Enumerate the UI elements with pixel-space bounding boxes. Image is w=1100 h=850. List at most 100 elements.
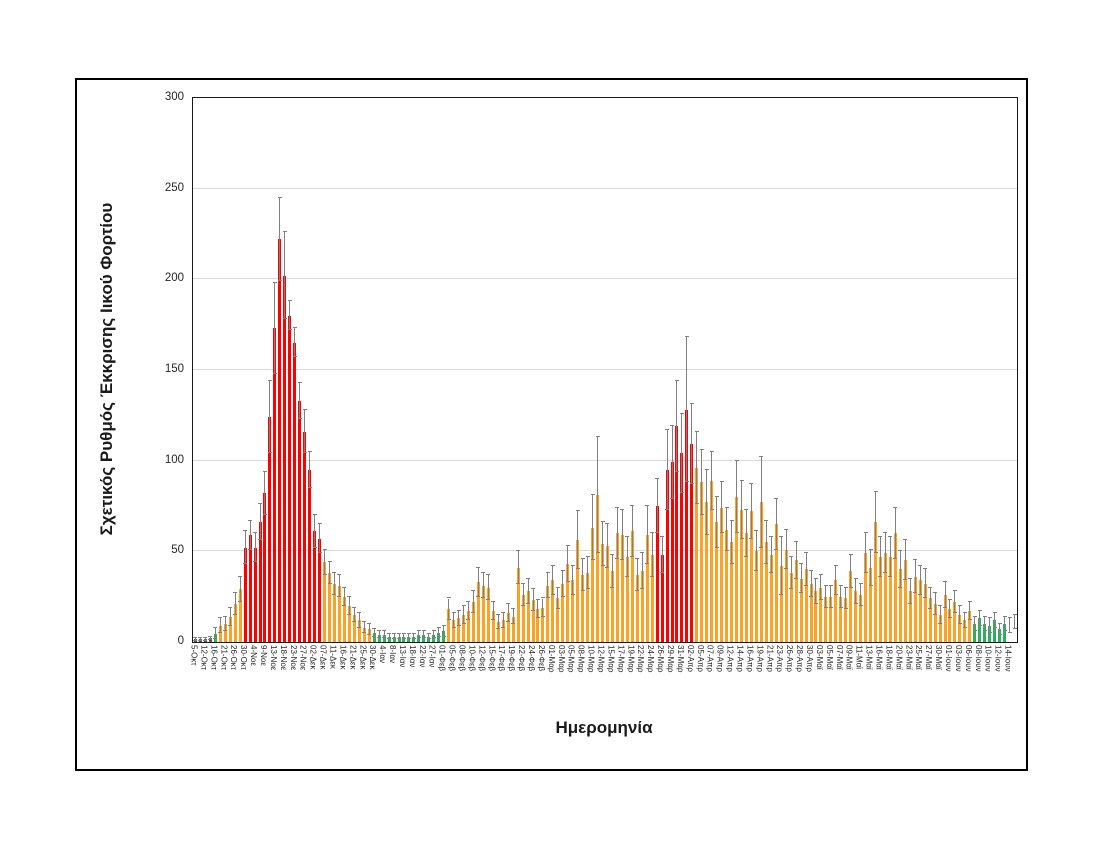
x-tick-label: 30-Μαϊ: [934, 645, 944, 670]
error-bar-cap: [377, 637, 382, 639]
error-bar-cap: [243, 530, 248, 532]
error-bar-cap: [635, 590, 640, 592]
bar: [938, 614, 942, 642]
error-bar-cap: [411, 632, 416, 634]
error-bar-cap: [843, 586, 848, 588]
bar: [447, 609, 451, 642]
bar: [392, 636, 396, 642]
error-bar-cap: [992, 626, 997, 628]
error-bar-cap: [665, 508, 670, 510]
error-bar-cap: [531, 588, 536, 590]
error-bar-cap: [997, 633, 1002, 635]
error-bar: [770, 536, 772, 574]
error-bar-cap: [640, 552, 645, 554]
bar: [615, 533, 619, 642]
bar: [293, 342, 297, 642]
error-bar-cap: [858, 582, 863, 584]
error-bar-cap: [605, 523, 610, 525]
error-bar-cap: [809, 570, 813, 572]
bar: [725, 529, 729, 642]
bar: [730, 542, 734, 642]
x-tick-label: 08-Ιουν: [973, 645, 983, 672]
x-tick-label: 16-Μαϊ: [874, 645, 884, 670]
bar: [705, 502, 709, 642]
error-bar: [209, 636, 211, 641]
error-bar-cap: [228, 606, 233, 608]
bar: [298, 400, 302, 642]
error-bar-cap: [804, 584, 809, 586]
x-tick-label: 05-Απρ: [695, 645, 705, 672]
error-bar-cap: [397, 632, 401, 634]
error-bar-cap: [739, 537, 744, 539]
error-bar-cap: [749, 537, 754, 539]
x-tick-label: 4-Νοε: [249, 645, 259, 666]
x-tick-label: 10-Ιουν: [983, 645, 993, 672]
x-tick-label: 02-Δεκ: [308, 645, 318, 670]
error-bar: [919, 565, 921, 595]
gridline: [193, 369, 1017, 370]
error-bar-cap: [203, 639, 208, 641]
x-tick-label: 16-Απρ: [745, 645, 755, 672]
x-tick-label: 23-Απρ: [775, 645, 785, 672]
bar: [486, 587, 490, 642]
error-bar-cap: [719, 532, 724, 534]
x-tick-label: 12-Οκτ: [199, 645, 209, 670]
error-bar-cap: [357, 626, 362, 628]
error-bar: [780, 536, 782, 595]
x-tick-label: 06-Ιουν: [963, 645, 973, 672]
error-bar-cap: [972, 615, 977, 617]
error-bar: [666, 429, 668, 510]
x-tick-label: 02-Απρ: [685, 645, 695, 672]
bar: [591, 527, 595, 642]
x-tick-label: 21-Δεκ: [348, 645, 358, 670]
error-bar-cap: [560, 595, 565, 597]
error-bar-cap: [535, 617, 540, 619]
bar: [983, 623, 987, 642]
error-bar-cap: [952, 590, 957, 592]
error-bar-cap: [719, 481, 724, 483]
error-bar: [944, 582, 946, 608]
x-tick-label: 27-Μαϊ: [924, 645, 934, 670]
error-bar-cap: [784, 528, 789, 530]
error-bar: [463, 605, 465, 624]
error-bar-cap: [585, 555, 590, 557]
gridline: [193, 459, 1017, 461]
bar: [1003, 623, 1007, 642]
chart-frame: 0 50 100 150 200 250 300 5-Οκτ 12-Οκτ 16-Οκτ 21-Ο…: [75, 78, 1028, 771]
error-bar-cap: [307, 486, 312, 488]
y-tick-label: 100: [164, 453, 184, 466]
bar: [993, 620, 997, 642]
bar: [601, 544, 605, 642]
bar: [496, 622, 500, 642]
error-bar-cap: [660, 572, 665, 574]
bar: [710, 480, 714, 642]
error-bar-cap: [233, 592, 238, 594]
bar: [417, 634, 421, 642]
error-bar-cap: [610, 586, 615, 588]
error-bar: [865, 533, 867, 574]
error-bar-cap: [496, 628, 501, 630]
bar: [794, 560, 798, 642]
error-bar-cap: [982, 615, 987, 617]
x-tick-label: 01-Ιουν: [943, 645, 953, 672]
error-bar-cap: [913, 592, 918, 594]
error-bar-cap: [888, 535, 893, 537]
error-bar-cap: [918, 593, 923, 595]
bar: [789, 573, 793, 642]
bar: [253, 547, 257, 642]
error-bar-cap: [794, 577, 799, 579]
error-bar: [656, 478, 658, 534]
error-bar: [969, 602, 971, 621]
error-bar-cap: [764, 563, 769, 565]
error-bar-cap: [392, 638, 397, 640]
error-bar: [909, 578, 911, 604]
error-bar-cap: [436, 627, 441, 629]
error-bar: [552, 565, 554, 595]
error-bar-cap: [863, 572, 868, 574]
bar: [869, 567, 873, 642]
bar: [829, 596, 833, 642]
bar: [437, 632, 441, 642]
error-bar: [870, 549, 872, 586]
x-tick-label: 05-Φεβ: [447, 645, 457, 672]
error-bar-cap: [570, 593, 575, 595]
